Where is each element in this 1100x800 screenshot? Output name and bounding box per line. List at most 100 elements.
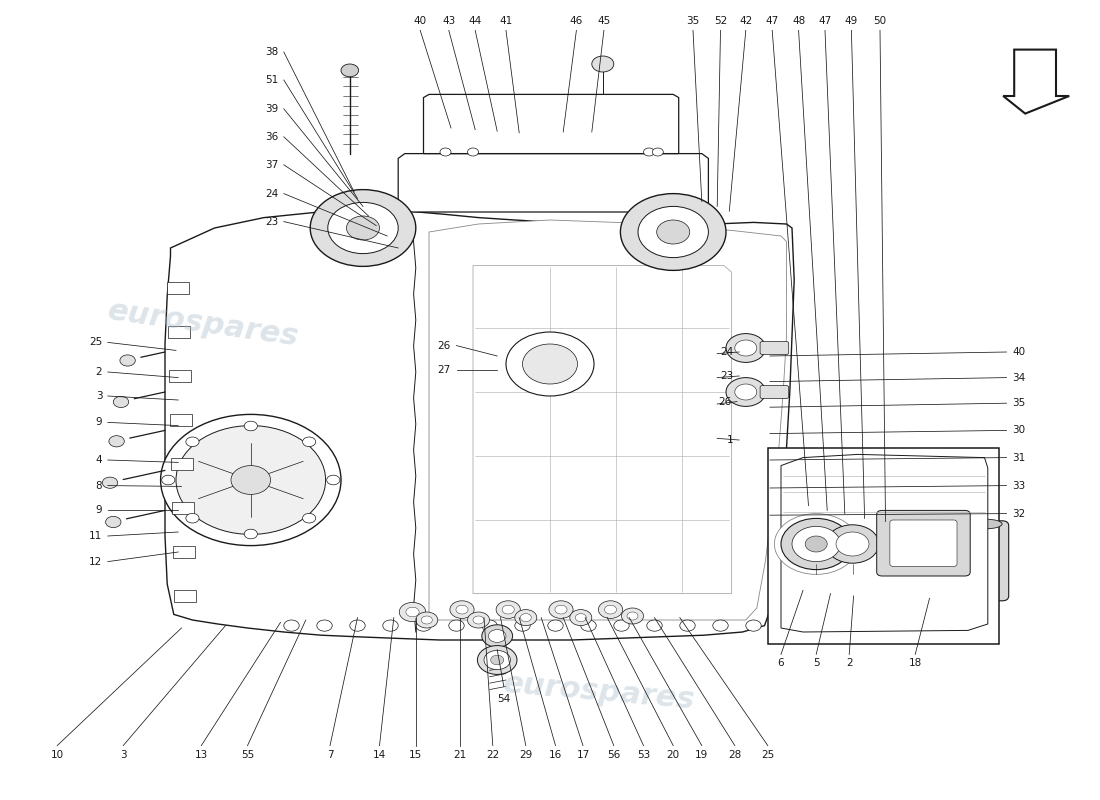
Circle shape <box>680 620 695 631</box>
Circle shape <box>162 475 175 485</box>
Circle shape <box>522 344 578 384</box>
Circle shape <box>647 620 662 631</box>
Text: 46: 46 <box>570 16 583 26</box>
Text: 53: 53 <box>637 750 650 760</box>
Circle shape <box>484 650 510 670</box>
Circle shape <box>488 630 506 642</box>
Circle shape <box>317 620 332 631</box>
Circle shape <box>482 620 497 631</box>
Circle shape <box>627 612 638 620</box>
Text: 26: 26 <box>718 397 732 406</box>
Text: 24: 24 <box>720 347 734 357</box>
Circle shape <box>491 655 504 665</box>
Text: 7: 7 <box>327 750 333 760</box>
Circle shape <box>515 610 537 626</box>
Text: 31: 31 <box>1012 453 1025 462</box>
Circle shape <box>327 475 340 485</box>
Text: 36: 36 <box>265 132 278 142</box>
Text: 15: 15 <box>409 750 422 760</box>
Text: 5: 5 <box>813 658 820 669</box>
Text: 4: 4 <box>96 455 102 465</box>
FancyBboxPatch shape <box>932 521 978 601</box>
Text: 13: 13 <box>195 750 208 760</box>
Text: 40: 40 <box>1012 347 1025 357</box>
Text: 19: 19 <box>695 750 708 760</box>
Circle shape <box>406 607 419 617</box>
Text: 3: 3 <box>96 391 102 401</box>
Circle shape <box>161 414 341 546</box>
Circle shape <box>383 620 398 631</box>
Ellipse shape <box>908 519 940 529</box>
Text: 6: 6 <box>778 658 784 669</box>
Text: 29: 29 <box>519 750 532 760</box>
Text: 9: 9 <box>96 506 102 515</box>
Text: 56: 56 <box>607 750 620 760</box>
FancyBboxPatch shape <box>913 534 935 587</box>
Text: 50: 50 <box>873 16 887 26</box>
Polygon shape <box>781 454 988 632</box>
Text: 54: 54 <box>497 694 510 705</box>
Circle shape <box>561 368 583 384</box>
Circle shape <box>496 601 520 618</box>
Text: 14: 14 <box>373 750 386 760</box>
Ellipse shape <box>969 519 1002 529</box>
Text: 10: 10 <box>51 750 64 760</box>
Polygon shape <box>429 220 786 620</box>
Circle shape <box>302 514 316 523</box>
Polygon shape <box>169 370 191 382</box>
Circle shape <box>302 437 316 446</box>
Circle shape <box>517 368 539 384</box>
Polygon shape <box>173 546 195 558</box>
Text: 20: 20 <box>667 750 680 760</box>
FancyBboxPatch shape <box>901 521 947 601</box>
Circle shape <box>468 148 478 156</box>
Text: 48: 48 <box>792 16 805 26</box>
Text: 24: 24 <box>265 189 278 198</box>
Polygon shape <box>169 414 191 426</box>
Text: 47: 47 <box>766 16 779 26</box>
Circle shape <box>726 378 766 406</box>
Circle shape <box>792 526 840 562</box>
Circle shape <box>517 344 539 360</box>
Text: 52: 52 <box>714 16 727 26</box>
Text: 12: 12 <box>89 557 102 566</box>
Circle shape <box>652 148 663 156</box>
Circle shape <box>502 605 515 614</box>
FancyBboxPatch shape <box>890 520 957 566</box>
Text: 8: 8 <box>96 481 102 490</box>
Text: 21: 21 <box>453 750 466 760</box>
Circle shape <box>440 148 451 156</box>
Circle shape <box>805 536 827 552</box>
Circle shape <box>581 620 596 631</box>
FancyBboxPatch shape <box>760 342 789 354</box>
FancyBboxPatch shape <box>768 448 999 644</box>
Circle shape <box>473 616 484 624</box>
Circle shape <box>735 340 757 356</box>
Text: 35: 35 <box>686 16 700 26</box>
Circle shape <box>520 614 531 622</box>
FancyBboxPatch shape <box>877 510 970 576</box>
Text: 38: 38 <box>265 47 278 57</box>
Circle shape <box>416 620 431 631</box>
Text: 1: 1 <box>727 435 734 445</box>
Circle shape <box>592 56 614 72</box>
Circle shape <box>515 620 530 631</box>
Text: 3: 3 <box>120 750 127 760</box>
Circle shape <box>657 220 690 244</box>
Text: 9: 9 <box>96 418 102 427</box>
Text: 44: 44 <box>469 16 482 26</box>
Ellipse shape <box>938 519 971 529</box>
Circle shape <box>186 437 199 446</box>
Text: 47: 47 <box>818 16 832 26</box>
Text: 25: 25 <box>89 338 102 347</box>
Circle shape <box>726 334 766 362</box>
Text: 55: 55 <box>241 750 254 760</box>
Text: 28: 28 <box>728 750 741 760</box>
Circle shape <box>106 517 121 528</box>
Text: 45: 45 <box>597 16 611 26</box>
Circle shape <box>186 514 199 523</box>
Circle shape <box>284 620 299 631</box>
Circle shape <box>341 64 359 77</box>
Circle shape <box>399 602 426 622</box>
Circle shape <box>598 601 623 618</box>
